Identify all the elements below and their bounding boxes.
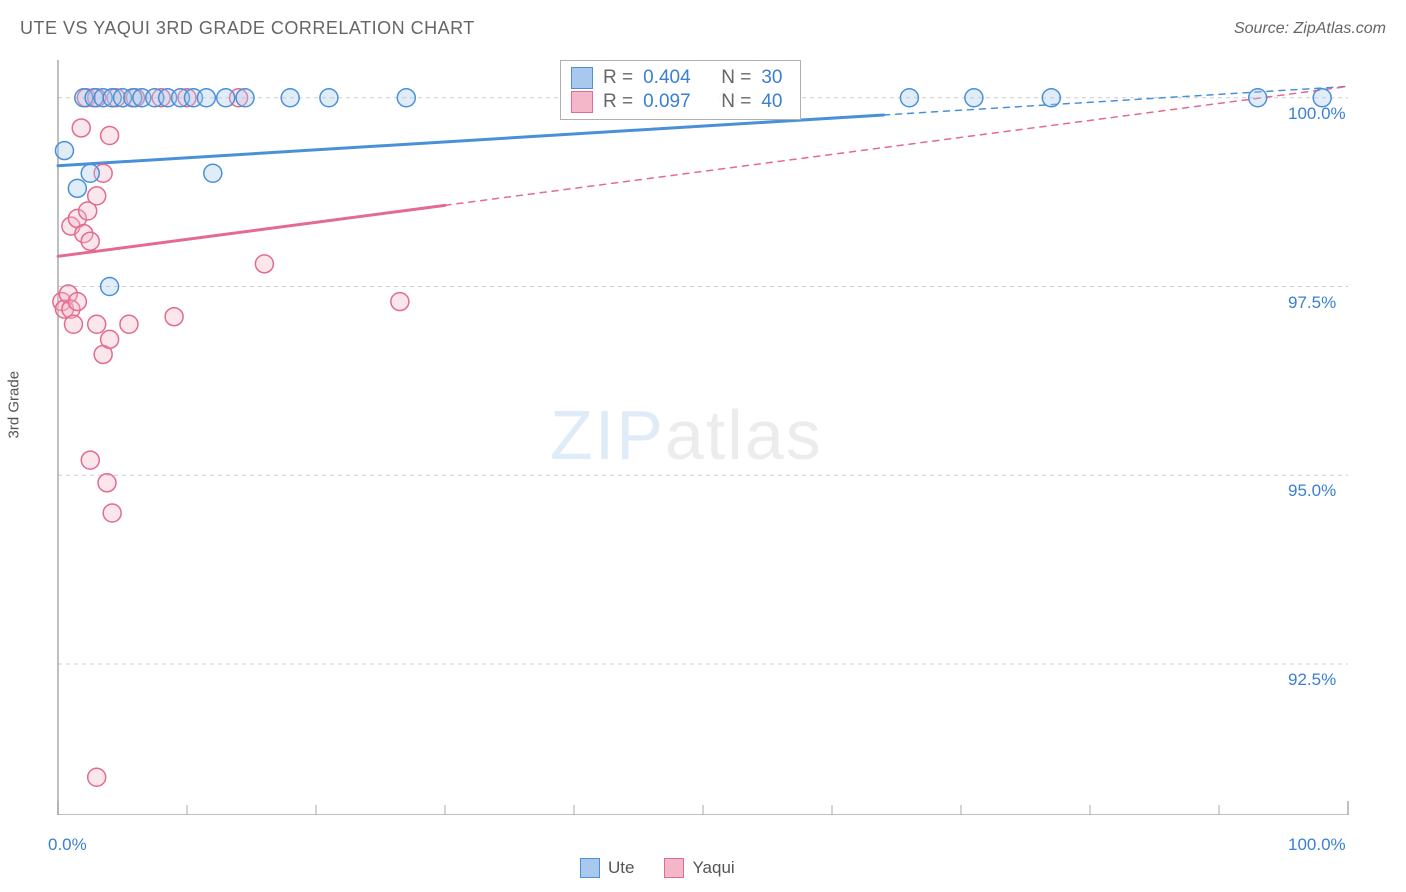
series-legend-item: Ute — [580, 858, 634, 878]
correlation-legend: R =0.404 N =30R =0.097 N =40 — [560, 60, 801, 120]
legend-swatch — [580, 858, 600, 878]
y-tick-label: 95.0% — [1288, 481, 1336, 501]
legend-row: R =0.404 N =30 — [571, 67, 782, 89]
legend-swatch — [571, 91, 593, 113]
chart-area — [48, 55, 1388, 815]
legend-text: R =0.097 N =40 — [603, 91, 782, 113]
scatter-chart — [48, 55, 1388, 815]
chart-header: UTE VS YAQUI 3RD GRADE CORRELATION CHART… — [20, 18, 1386, 39]
chart-title: UTE VS YAQUI 3RD GRADE CORRELATION CHART — [20, 18, 475, 39]
source-label: Source: ZipAtlas.com — [1234, 20, 1386, 38]
series-legend: Ute Yaqui — [580, 858, 735, 878]
series-label: Yaqui — [692, 858, 734, 878]
y-axis-label: 3rd Grade — [6, 371, 23, 439]
y-tick-label: 97.5% — [1288, 293, 1336, 313]
series-legend-item: Yaqui — [664, 858, 734, 878]
legend-text: R =0.404 N =30 — [603, 67, 782, 89]
x-tick-label: 100.0% — [1288, 835, 1346, 855]
legend-swatch — [664, 858, 684, 878]
y-tick-label: 92.5% — [1288, 670, 1336, 690]
legend-row: R =0.097 N =40 — [571, 91, 782, 113]
legend-swatch — [571, 67, 593, 89]
y-tick-label: 100.0% — [1288, 104, 1346, 124]
series-label: Ute — [608, 858, 634, 878]
x-tick-label: 0.0% — [48, 835, 87, 855]
